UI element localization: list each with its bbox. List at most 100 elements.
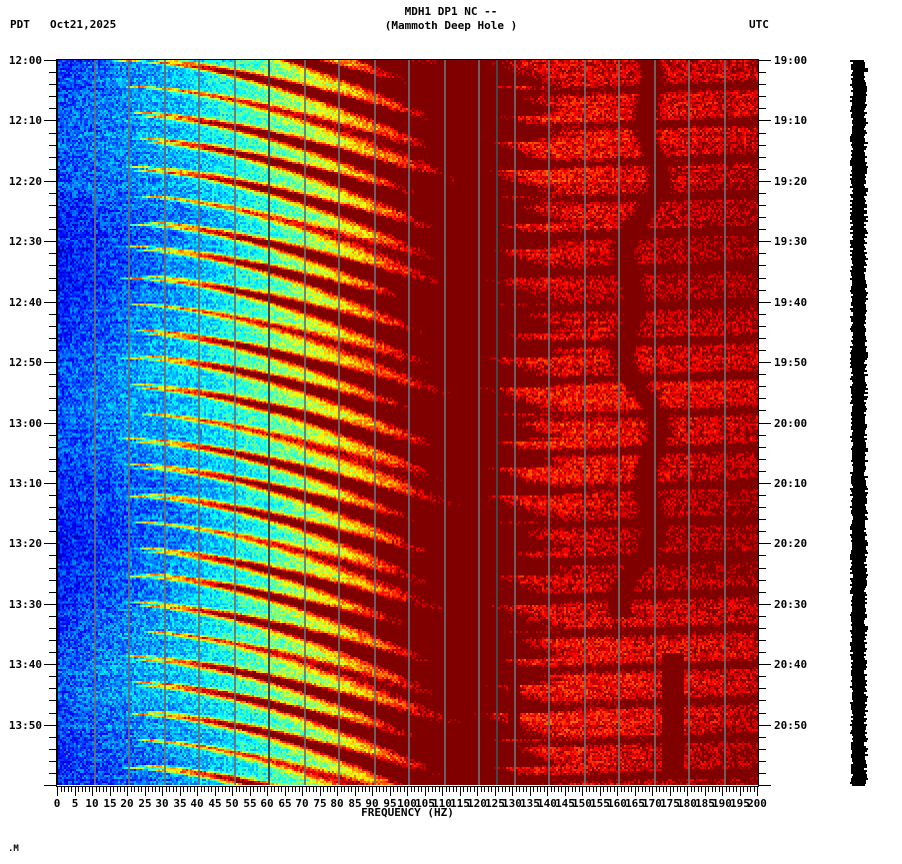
freq-tick-minor <box>474 787 475 792</box>
time-axis-label: 20:40 <box>774 658 808 671</box>
freq-tick-major <box>127 787 128 796</box>
freq-tick-minor <box>348 787 349 792</box>
freq-tick-minor <box>169 787 170 792</box>
freq-axis-label: 175 <box>660 797 680 810</box>
axis-tick-minor <box>49 507 57 508</box>
axis-tick-minor <box>49 72 57 73</box>
freq-tick-minor <box>446 787 447 792</box>
axis-tick-major <box>44 604 57 605</box>
time-axis-label: 12:20 <box>8 175 42 188</box>
freq-tick-minor <box>677 787 678 792</box>
freq-tick-minor <box>701 787 702 792</box>
freq-tick-minor <box>236 787 237 792</box>
freq-tick-major <box>232 787 233 796</box>
freq-axis-label: 60 <box>260 797 274 810</box>
axis-tick-minor <box>758 145 766 146</box>
axis-tick-minor <box>758 713 766 714</box>
freq-tick-major <box>425 787 426 796</box>
freq-tick-minor <box>344 787 345 792</box>
axis-tick-minor <box>758 676 766 677</box>
freq-axis-label: 150 <box>572 797 592 810</box>
freq-tick-minor <box>656 787 657 792</box>
frequency-axis-title: FREQUENCY (HZ) <box>361 806 454 819</box>
freq-tick-major <box>722 787 723 796</box>
axis-tick-minor <box>758 773 766 774</box>
freq-tick-minor <box>516 787 517 792</box>
freq-axis-label: 70 <box>295 797 309 810</box>
freq-tick-minor <box>642 787 643 792</box>
freq-tick-minor <box>376 787 377 792</box>
freq-tick-minor <box>281 787 282 792</box>
axis-tick-minor <box>49 713 57 714</box>
axis-tick-minor <box>758 568 766 569</box>
axis-tick-major <box>44 543 57 544</box>
freq-tick-minor <box>589 787 590 792</box>
axis-tick-minor <box>49 326 57 327</box>
freq-axis-label: 35 <box>173 797 187 810</box>
freq-tick-minor <box>316 787 317 792</box>
axis-tick-minor <box>49 737 57 738</box>
freq-axis-label: 110 <box>432 797 452 810</box>
freq-tick-minor <box>624 787 625 792</box>
freq-tick-minor <box>421 787 422 792</box>
freq-tick-major <box>460 787 461 796</box>
freq-tick-minor <box>680 787 681 792</box>
freq-tick-minor <box>264 787 265 792</box>
freq-axis-label: 95 <box>383 797 397 810</box>
axis-tick-major <box>44 664 57 665</box>
freq-tick-minor <box>131 787 132 792</box>
axis-tick-minor <box>758 761 766 762</box>
freq-tick-major <box>547 787 548 796</box>
axis-tick-minor <box>758 688 766 689</box>
axis-tick-minor <box>49 253 57 254</box>
freq-tick-minor <box>708 787 709 792</box>
freq-axis-label: 155 <box>590 797 610 810</box>
freq-tick-minor <box>330 787 331 792</box>
axis-tick-minor <box>758 398 766 399</box>
freq-tick-minor <box>152 787 153 792</box>
axis-tick-minor <box>49 519 57 520</box>
freq-tick-minor <box>428 787 429 792</box>
freq-tick-minor <box>733 787 734 792</box>
freq-tick-minor <box>222 787 223 792</box>
spectrogram-canvas <box>58 60 758 785</box>
axis-tick-minor <box>758 108 766 109</box>
freq-axis-label: 75 <box>313 797 327 810</box>
freq-axis-label: 170 <box>642 797 662 810</box>
freq-tick-major <box>740 787 741 796</box>
freq-tick-minor <box>176 787 177 792</box>
freq-tick-minor <box>383 787 384 792</box>
freq-tick-minor <box>645 787 646 792</box>
freq-tick-minor <box>173 787 174 792</box>
axis-tick-minor <box>49 495 57 496</box>
freq-tick-minor <box>544 787 545 792</box>
freq-axis-label: 85 <box>348 797 362 810</box>
freq-tick-minor <box>204 787 205 792</box>
saturated-amplitude-band <box>848 60 870 786</box>
spectrogram-plot[interactable] <box>57 60 759 785</box>
freq-axis-label: 20 <box>120 797 134 810</box>
freq-axis-label: 140 <box>537 797 557 810</box>
axis-tick-major <box>44 362 57 363</box>
time-axis-label: 12:50 <box>8 356 42 369</box>
freq-tick-minor <box>393 787 394 792</box>
freq-tick-major <box>57 787 58 796</box>
time-axis-label: 13:30 <box>8 598 42 611</box>
axis-tick-minor <box>758 652 766 653</box>
axis-tick-minor <box>49 386 57 387</box>
freq-tick-minor <box>211 787 212 792</box>
axis-tick-minor <box>49 568 57 569</box>
freq-tick-minor <box>729 787 730 792</box>
time-axis-label: 12:30 <box>8 235 42 248</box>
freq-tick-minor <box>610 787 611 792</box>
freq-tick-minor <box>323 787 324 792</box>
freq-tick-major <box>600 787 601 796</box>
freq-tick-minor <box>628 787 629 792</box>
axis-tick-minor <box>49 447 57 448</box>
freq-tick-minor <box>138 787 139 792</box>
freq-tick-minor <box>246 787 247 792</box>
freq-tick-major <box>267 787 268 796</box>
freq-tick-minor <box>117 787 118 792</box>
axis-tick-minor <box>49 628 57 629</box>
freq-tick-minor <box>155 787 156 792</box>
